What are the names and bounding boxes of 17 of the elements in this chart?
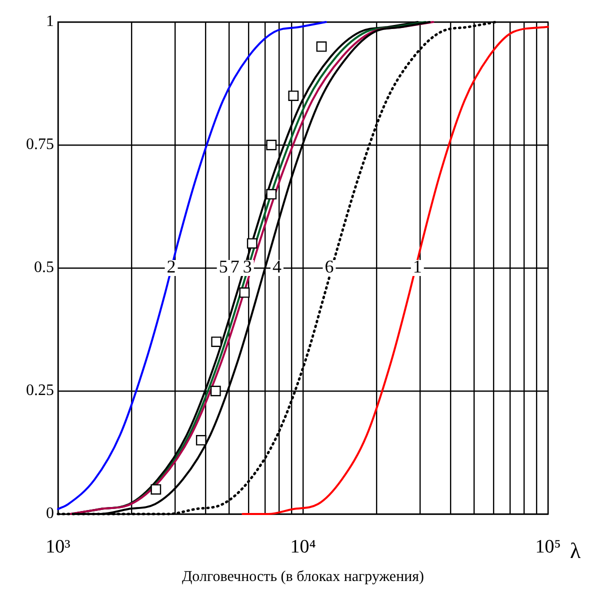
y-tick-label: 0.75 [26,136,54,154]
y-tick-label: 0 [46,505,54,522]
annotation: 1 [412,256,422,277]
x-tick-label: 10⁴ [290,536,316,558]
y-tick-label: 0.25 [26,382,54,400]
y-tick-label: 0.5 [34,259,54,276]
annotation: 5 [218,256,228,277]
x-tick-label: 10⁵ [535,536,561,558]
annotation: 6 [324,256,334,277]
y-tick-label: 1 [46,13,54,30]
x-axis-title: Долговечность (в блоках нагружения) [182,568,424,585]
annotation: 3 [242,256,252,277]
annotation: 2 [166,256,176,277]
text: λ [570,538,581,563]
x-tick-label: 10³ [46,536,71,558]
annotation: 4 [272,256,282,277]
annotation: 7 [230,256,240,277]
